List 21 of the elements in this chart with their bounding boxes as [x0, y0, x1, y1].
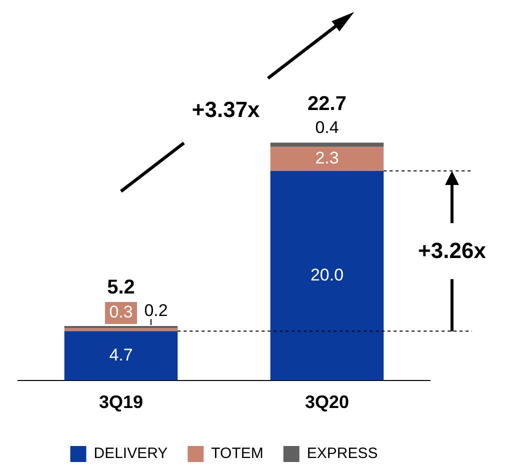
annotation: +3.26x	[418, 238, 486, 264]
data-label: 2.3	[315, 148, 339, 168]
data-label: 0.4	[315, 118, 339, 137]
bar	[64, 331, 178, 380]
data-label: 4.7	[109, 345, 133, 364]
total-label: 22.7	[308, 93, 346, 116]
bar	[64, 328, 178, 332]
bar	[64, 326, 178, 328]
bar	[270, 170, 384, 380]
bar	[270, 142, 384, 147]
data-label: 0.3	[109, 302, 133, 322]
legend-label: EXPRESS	[306, 445, 378, 462]
legend-label: TOTEM	[211, 445, 264, 462]
x-tick-label: 3Q20	[304, 392, 350, 412]
data-label: 20.0	[310, 265, 344, 284]
text: +3.37x	[192, 97, 260, 124]
legend-label: DELIVERY	[94, 445, 168, 462]
x-tick-label: 3Q19	[98, 392, 144, 412]
total-label: 5.2	[107, 276, 135, 298]
bar	[270, 146, 384, 171]
data-label: 0.2	[144, 301, 168, 320]
